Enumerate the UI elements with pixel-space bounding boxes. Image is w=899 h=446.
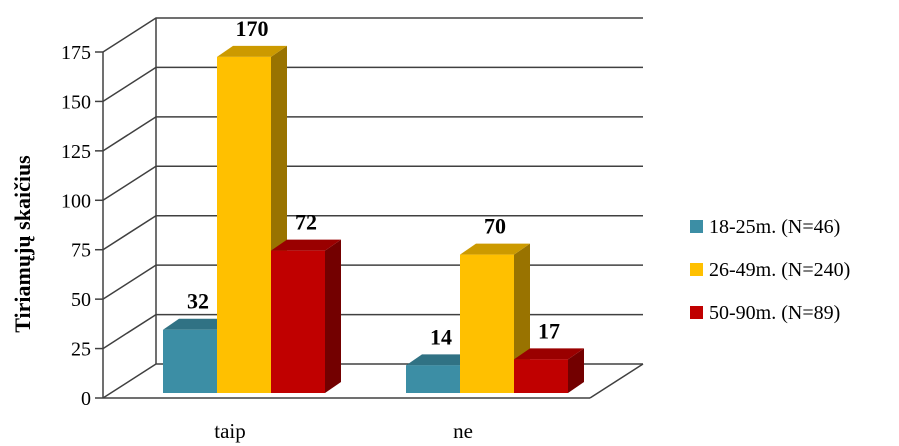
legend-item: 26-49m. (N=240) bbox=[690, 259, 850, 281]
y-tick-label: 100 bbox=[61, 190, 91, 212]
legend-swatch bbox=[690, 306, 703, 319]
gridline-50 bbox=[102, 264, 643, 300]
legend-label: 18-25m. (N=46) bbox=[709, 216, 840, 238]
bar-layer bbox=[163, 45, 584, 394]
bar-taip-3 bbox=[271, 239, 341, 393]
bar-top bbox=[271, 239, 341, 251]
gridline-75 bbox=[102, 214, 643, 251]
y-tick-label: 50 bbox=[71, 289, 91, 311]
legend-label: 50-90m. (N=89) bbox=[709, 302, 840, 324]
bar-front bbox=[514, 359, 568, 393]
bar-top bbox=[217, 45, 287, 57]
y-axis-title: Tiriamųjų skaičius bbox=[10, 155, 35, 333]
data-label: 70 bbox=[484, 214, 506, 239]
gridline-150 bbox=[102, 66, 643, 103]
gridline-125 bbox=[102, 116, 643, 152]
legend-item: 50-90m. (N=89) bbox=[690, 302, 840, 324]
gridline-100 bbox=[102, 165, 643, 201]
y-tick-label: 75 bbox=[71, 240, 91, 262]
floor-right-edge bbox=[589, 363, 644, 399]
bar-front bbox=[271, 250, 325, 393]
bar-top bbox=[460, 243, 530, 255]
bar-front bbox=[460, 254, 514, 393]
legend-layer: 18-25m. (N=46) 26-49m. (N=240) 50-90m. (N=… bbox=[690, 216, 850, 324]
legend-swatch bbox=[690, 263, 703, 276]
x-category-label: ne bbox=[453, 419, 473, 443]
y-tick-label: 25 bbox=[71, 339, 91, 361]
y-tick-label: 0 bbox=[81, 388, 91, 410]
axis-layer: 0 25 50 75 100 125 150 175 bbox=[61, 18, 644, 410]
grid-layer bbox=[102, 17, 643, 350]
bar-side bbox=[325, 239, 341, 393]
x-category-label: taip bbox=[214, 419, 246, 443]
data-label: 32 bbox=[187, 289, 209, 314]
data-label: 17 bbox=[538, 318, 560, 343]
gridline-175 bbox=[102, 17, 643, 53]
legend-swatch bbox=[690, 220, 703, 233]
bar-front bbox=[406, 365, 460, 393]
bar-side bbox=[568, 348, 584, 393]
data-label: 72 bbox=[295, 210, 317, 235]
y-tick-label: 150 bbox=[61, 91, 91, 113]
bar-front bbox=[217, 56, 271, 394]
bar-top bbox=[406, 354, 476, 366]
label-layer: 32 170 72 taip 14 70 17 ne bbox=[187, 16, 560, 443]
legend-label: 26-49m. (N=240) bbox=[709, 259, 850, 281]
data-label: 14 bbox=[430, 324, 452, 349]
y-tick-label: 125 bbox=[61, 141, 91, 163]
legend-item: 18-25m. (N=46) bbox=[690, 216, 840, 238]
bar-front bbox=[163, 329, 217, 393]
bar-top bbox=[163, 318, 233, 330]
bar-ne-3 bbox=[514, 348, 584, 393]
y-tick-label: 175 bbox=[61, 42, 91, 64]
bar-top bbox=[514, 348, 584, 360]
data-label: 170 bbox=[236, 16, 269, 41]
